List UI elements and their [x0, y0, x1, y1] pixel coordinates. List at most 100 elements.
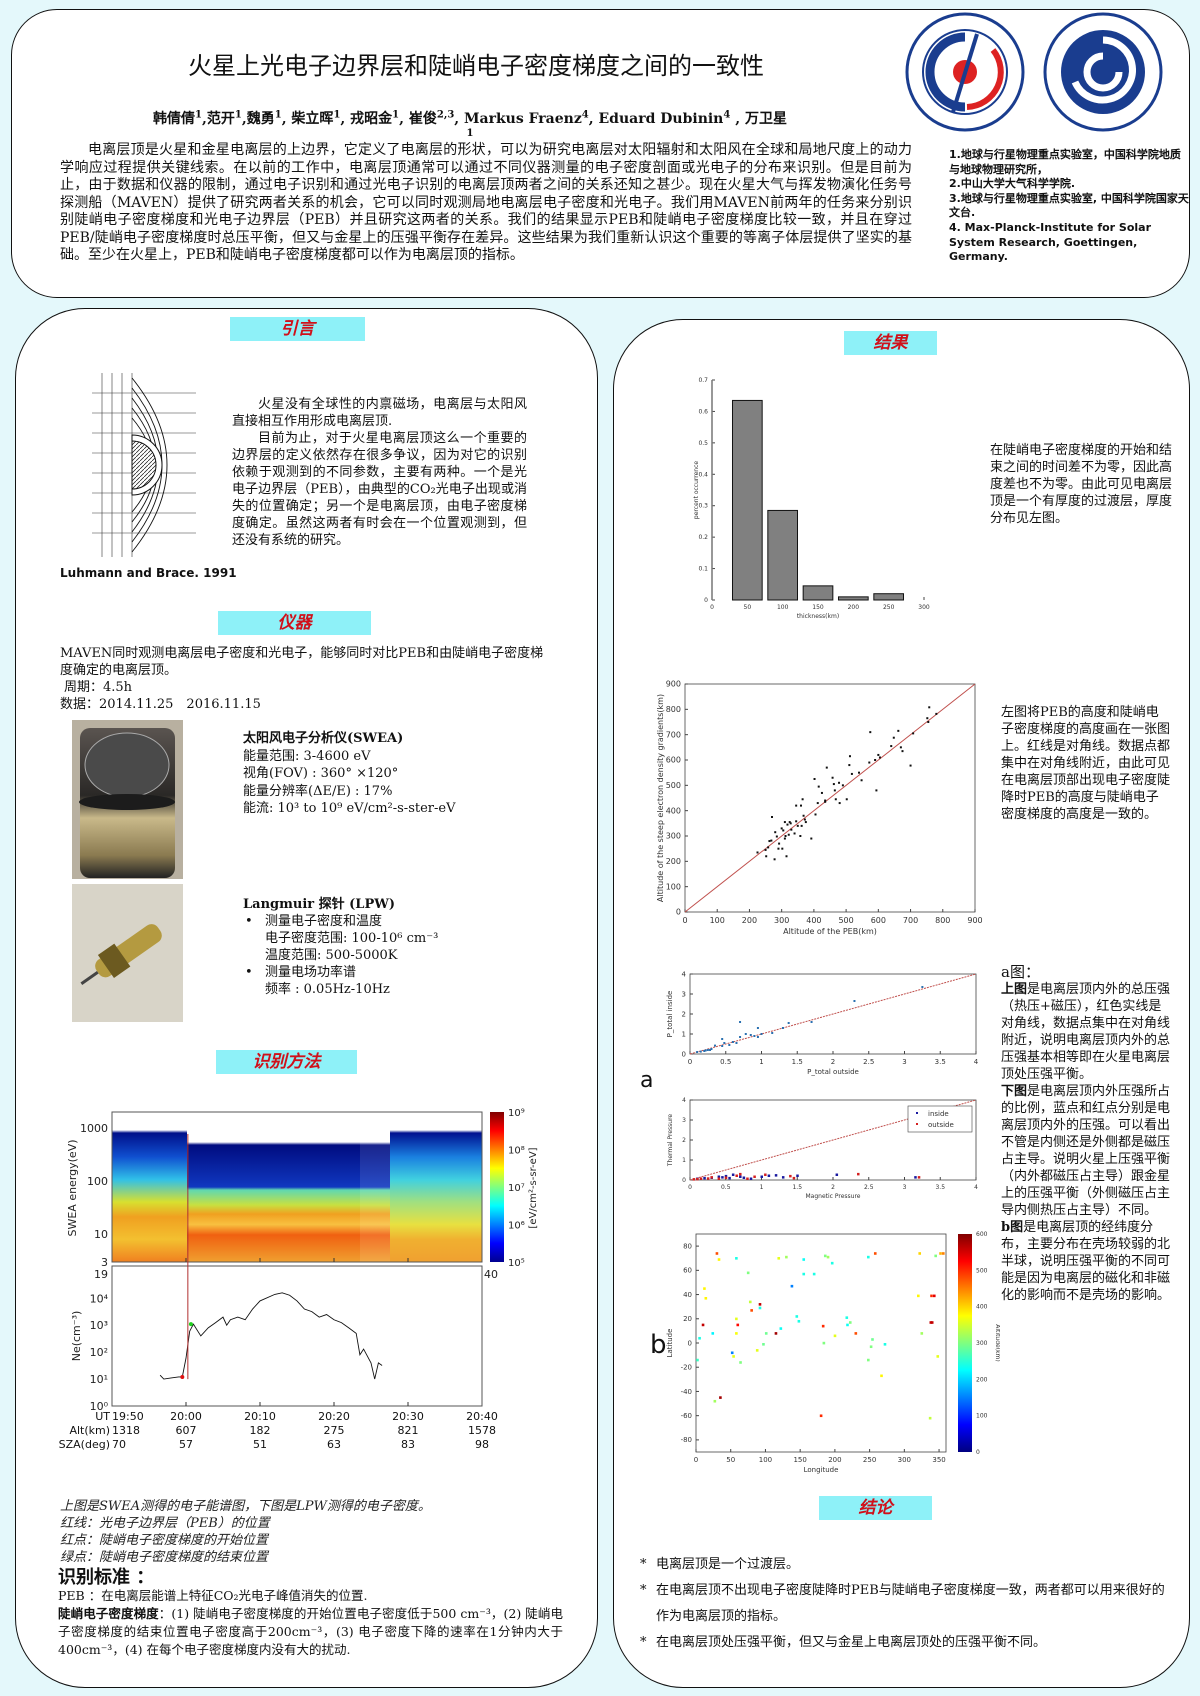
data-point	[779, 1327, 783, 1330]
colorbar-tick-label: 400	[976, 1304, 988, 1311]
x-tick-label: 3	[903, 1184, 907, 1191]
y-tick-label: 700	[666, 730, 681, 739]
lpw-subitem: 电子密度范围: 100-10⁶ cm⁻³	[265, 931, 439, 946]
x-tick-label: 0	[682, 916, 687, 925]
data-point	[935, 712, 938, 715]
x-row-label: Alt(km)	[69, 1424, 110, 1437]
data-point-outside	[692, 1178, 696, 1181]
data-point	[704, 1049, 707, 1052]
data-point-inside	[721, 1176, 724, 1179]
y-tick-label: 19	[94, 1268, 108, 1281]
data-point	[760, 1033, 763, 1035]
y-tick-label: 1000	[80, 1122, 108, 1135]
right-label: 40	[484, 1268, 498, 1281]
data-point	[845, 1316, 849, 1319]
colorbar-label: [eV/cm²-s-sr-eV]	[528, 1147, 539, 1228]
data-point	[749, 1034, 752, 1036]
x-tick-label: 350	[932, 1456, 945, 1464]
data-point	[795, 1315, 799, 1318]
data-point	[860, 779, 863, 782]
y-tick-label: 0.7	[698, 377, 708, 384]
swea-photo	[72, 720, 183, 879]
conclusion-item: 电离层顶是一个过渡层。	[638, 1552, 1173, 1578]
data-point	[817, 785, 820, 788]
data-point-inside	[717, 1175, 721, 1178]
data-point	[810, 1021, 813, 1023]
affiliation-marker: 1	[333, 109, 341, 121]
x-tick-label: 2	[831, 1058, 835, 1066]
y-tick-label: 0	[688, 1339, 692, 1347]
data-point	[730, 1351, 734, 1355]
x-axis-label: Magnetic Pressure	[805, 1193, 860, 1200]
figure-caption-method: 上图是SWEA测得的电子能谱图，下图是LPW测得的电子密度。 红线：光电子边界层…	[60, 1498, 560, 1566]
data-point	[787, 1022, 790, 1024]
x-tick-label: 50	[744, 604, 752, 611]
caption-line: 绿点：陡峭电子密度梯度的结束位置	[60, 1550, 269, 1565]
data-point	[735, 1332, 738, 1335]
data-point	[846, 1323, 849, 1327]
diagonal-line	[684, 683, 976, 913]
y-tick-label: 10⁴	[90, 1292, 109, 1305]
y-tick-label: 10²	[90, 1346, 108, 1359]
data-point	[918, 1252, 922, 1255]
data-point	[901, 750, 904, 753]
data-point-outside	[917, 1176, 921, 1179]
data-point	[871, 1338, 874, 1341]
data-point	[732, 1355, 735, 1358]
x-tick-label: 3	[902, 1058, 906, 1066]
x-tick-label: 200	[742, 916, 757, 925]
x-row-value: 63	[327, 1438, 341, 1451]
conclusion-item: 在电离层顶不出现电子密度陡降时PEB与陡峭电子密度梯度一致，两者都可以用来很好的…	[638, 1578, 1173, 1630]
data-point	[781, 1027, 784, 1029]
y-tick-label: 0.5	[698, 440, 708, 447]
y-tick-label: 0	[682, 1177, 686, 1184]
data-point	[748, 1300, 752, 1304]
data-point	[939, 1252, 942, 1255]
affiliation-marker: 1	[234, 109, 242, 121]
data-point	[848, 1321, 852, 1324]
data-point	[850, 772, 853, 775]
data-point-outside	[789, 1174, 792, 1178]
data-point	[787, 833, 790, 836]
data-point	[728, 1044, 731, 1046]
data-point	[721, 1045, 724, 1047]
data-point	[813, 778, 816, 780]
data-point	[764, 1332, 768, 1335]
data-point-inside	[728, 1176, 731, 1180]
data-point	[783, 821, 786, 824]
data-point	[926, 717, 929, 720]
data-point	[819, 1414, 823, 1418]
diagonal-line	[689, 973, 977, 1055]
data-point	[710, 1048, 713, 1050]
colorbar-tick-label: 10⁹	[508, 1108, 525, 1119]
data-point	[869, 1345, 873, 1349]
iggcas-logo	[1043, 12, 1163, 132]
x-row-value: 20:10	[244, 1410, 276, 1423]
data-point	[921, 986, 924, 988]
data-point	[785, 1255, 788, 1259]
y-axis-label: Ne(cm⁻³)	[70, 1311, 83, 1362]
data-point-inside	[724, 1174, 728, 1178]
data-point	[719, 1396, 722, 1399]
data-point	[790, 828, 793, 831]
data-point	[820, 791, 823, 794]
x-row-value: 607	[176, 1424, 197, 1437]
data-point	[781, 847, 784, 850]
data-point	[928, 706, 931, 709]
y-tick-label: 60	[683, 1267, 692, 1275]
x-row-value: 57	[179, 1438, 193, 1451]
legend: inside outside	[907, 1105, 973, 1133]
x-row-value: 70	[112, 1438, 126, 1451]
data-point	[789, 822, 792, 825]
affiliation: 1.地球与行星物理重点实验室，中国科学院地质与地球物理研究所，	[949, 148, 1181, 176]
data-point	[764, 848, 767, 851]
data-point	[832, 783, 835, 786]
data-point	[758, 1303, 762, 1306]
x-row-value: 98	[475, 1438, 489, 1451]
colorbar-tick-label: 200	[976, 1376, 988, 1383]
y-tick-label: 0.1	[698, 566, 708, 573]
text-body: 是电离层顶的经纬度分布，主要分布在壳场较弱的北半球，说明压强平衡的不同可能是因为…	[1001, 1220, 1171, 1303]
data-point	[936, 1355, 940, 1358]
x-tick-label: 1	[760, 1184, 764, 1191]
data-point	[874, 759, 877, 761]
